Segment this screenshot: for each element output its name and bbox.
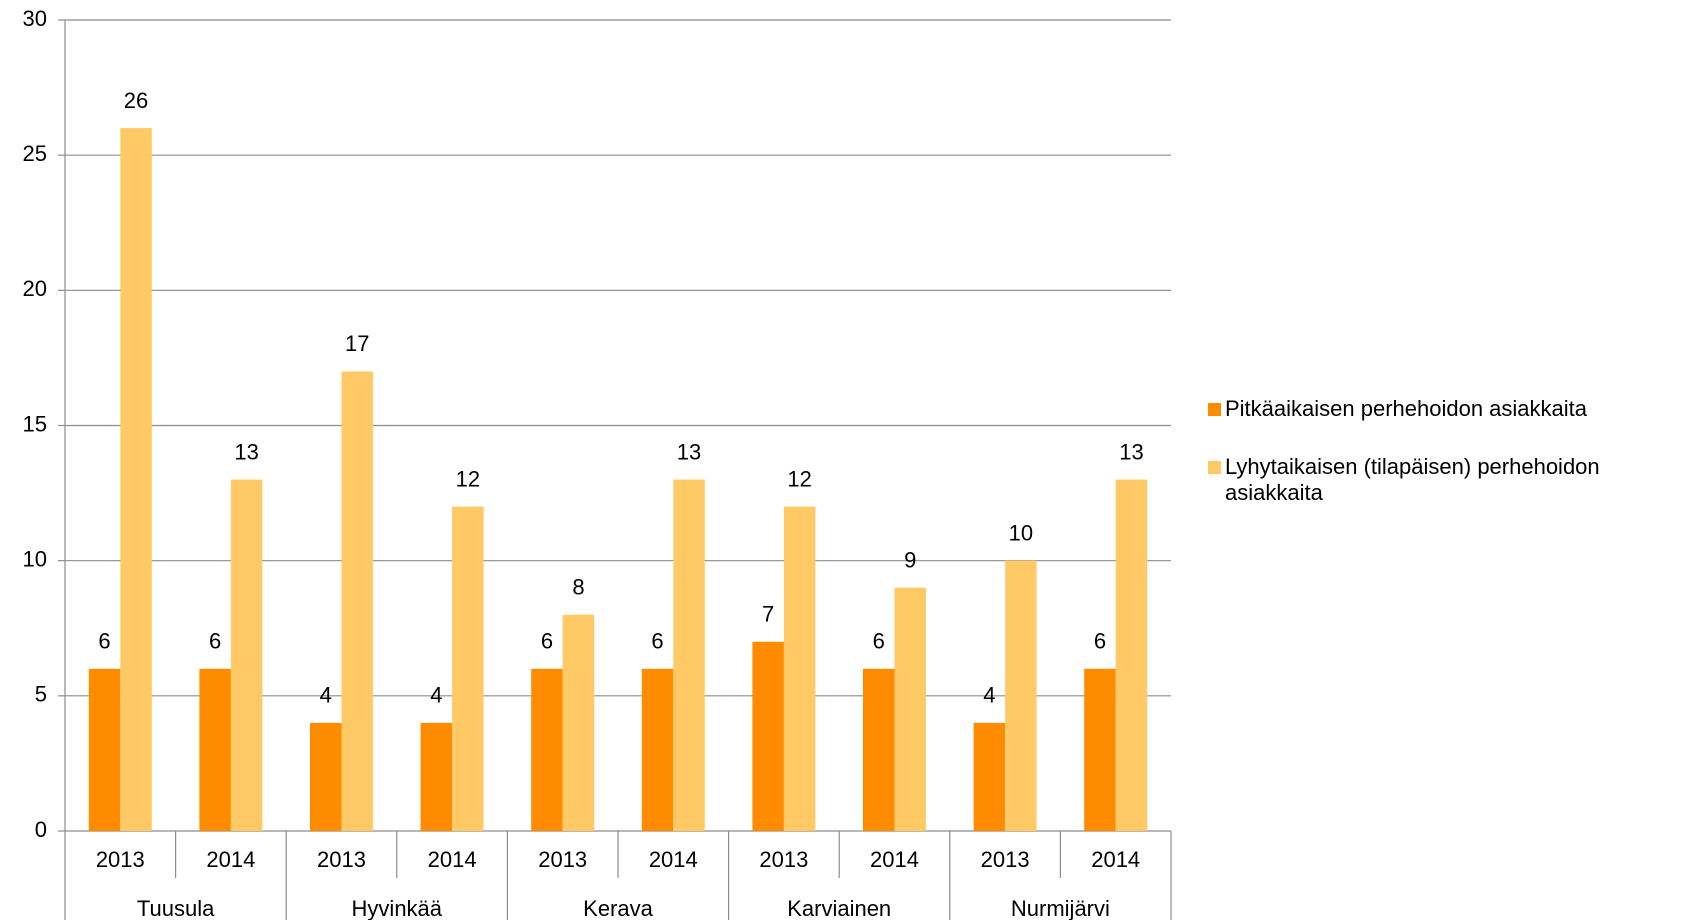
bar [420, 722, 453, 831]
legend-item: Pitkäaikaisen perhehoidon asiakkaita [1208, 396, 1688, 422]
data-label: 6 [541, 629, 553, 654]
y-tick-label: 25 [23, 141, 47, 166]
y-tick-label: 15 [23, 411, 47, 436]
legend-swatch [1208, 403, 1221, 416]
data-label: 6 [209, 629, 221, 654]
data-label: 13 [234, 439, 258, 464]
y-tick-label: 20 [23, 276, 47, 301]
bar [230, 479, 263, 831]
legend-label: Pitkäaikaisen perhehoidon asiakkaita [1225, 396, 1588, 421]
bar [88, 668, 121, 831]
x-tick-label: 2013 [538, 847, 587, 872]
group-label: Karviainen [787, 896, 891, 920]
data-label: 12 [456, 466, 480, 491]
legend-label: Lyhytaikaisen (tilapäisen) perhehoidon a… [1225, 454, 1600, 505]
data-label: 9 [904, 548, 916, 573]
x-tick-label: 2014 [1091, 847, 1140, 872]
group-label: Tuusula [137, 896, 215, 920]
data-label: 13 [677, 439, 701, 464]
x-tick-label: 2014 [428, 847, 477, 872]
x-tick-label: 2013 [759, 847, 808, 872]
bar [783, 506, 816, 831]
group-label: Kerava [583, 896, 653, 920]
data-label: 4 [430, 683, 442, 708]
x-tick-label: 2014 [206, 847, 255, 872]
data-label: 6 [873, 629, 885, 654]
data-label: 6 [1094, 629, 1106, 654]
x-tick-label: 2013 [981, 847, 1030, 872]
y-tick-label: 30 [23, 6, 47, 31]
x-tick-label: 2013 [96, 847, 145, 872]
data-label: 17 [345, 331, 369, 356]
bar [673, 479, 705, 831]
bar [973, 722, 1006, 831]
bar [531, 668, 563, 831]
group-label: Nurmijärvi [1011, 896, 1110, 920]
data-label: 6 [651, 629, 663, 654]
bar [341, 371, 373, 831]
x-tick-label: 2014 [649, 847, 698, 872]
y-tick-label: 5 [35, 682, 47, 707]
bar [310, 722, 342, 831]
bar [641, 668, 674, 831]
data-label: 6 [98, 629, 110, 654]
legend-item: Lyhytaikaisen (tilapäisen) perhehoidon a… [1208, 454, 1688, 506]
legend: Pitkäaikaisen perhehoidon asiakkaita Lyhy… [1208, 396, 1688, 538]
bar [120, 128, 152, 832]
group-label: Hyvinkää [352, 896, 443, 920]
legend-swatch [1208, 461, 1221, 474]
y-tick-label: 0 [35, 817, 47, 842]
bar [863, 668, 895, 831]
data-label: 10 [1009, 520, 1033, 545]
bar [894, 587, 926, 831]
bar [452, 506, 484, 831]
data-label: 4 [320, 683, 332, 708]
bar [1005, 560, 1037, 831]
x-tick-label: 2014 [870, 847, 919, 872]
y-tick-label: 10 [23, 546, 47, 571]
data-label: 4 [983, 683, 995, 708]
data-label: 26 [124, 88, 148, 113]
bar [752, 641, 784, 831]
data-label: 12 [787, 466, 811, 491]
x-tick-label: 2013 [317, 847, 366, 872]
bar [562, 614, 595, 831]
data-label: 13 [1119, 439, 1143, 464]
bar [1115, 479, 1148, 831]
data-label: 7 [762, 602, 774, 627]
bar [1084, 668, 1116, 831]
data-label: 8 [572, 575, 584, 600]
bar [199, 668, 231, 831]
